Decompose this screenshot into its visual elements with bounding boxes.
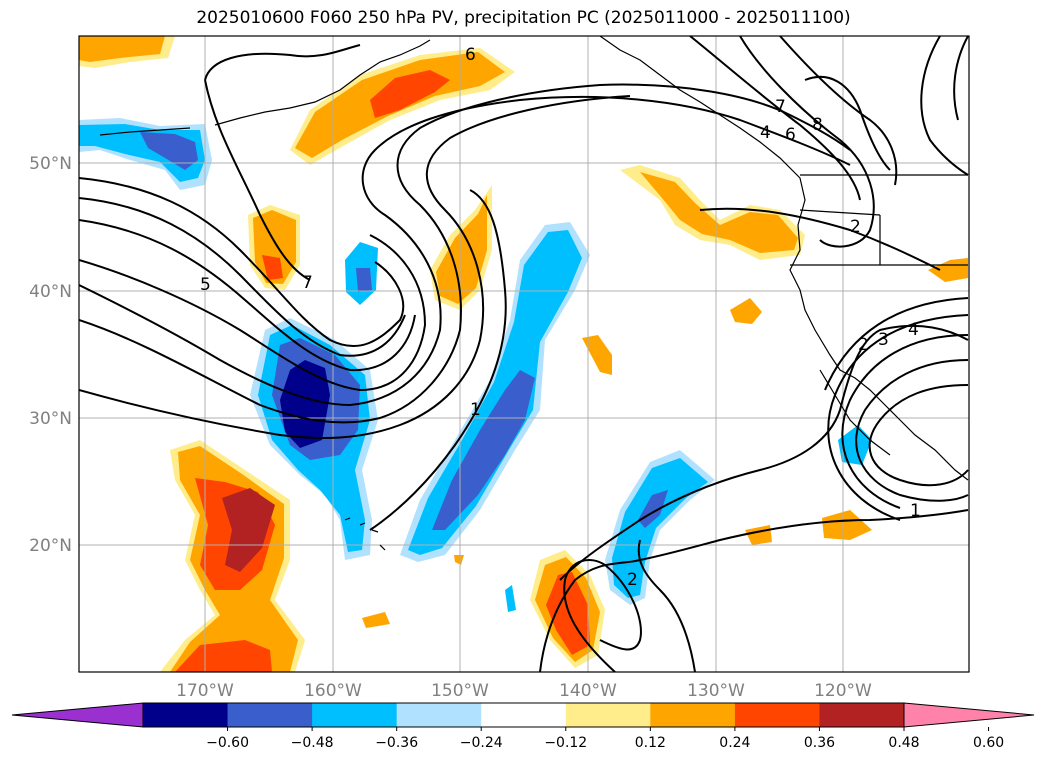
colorbar-outline (142, 702, 905, 728)
colorbar-extend-high (903, 702, 1035, 728)
contour-label: 7 (302, 273, 313, 293)
colorbar-tick-label: 0.24 (719, 735, 750, 751)
contour-label: 8 (812, 115, 823, 135)
colorbar-segment (396, 703, 482, 727)
contour-label: 7 (775, 97, 786, 117)
contour-label: 6 (785, 125, 796, 145)
lon-label: 170°W (176, 681, 234, 701)
contour-label: 2 (850, 217, 861, 237)
colorbar-tick-label: −0.60 (206, 735, 249, 751)
contour-label: 4 (908, 320, 919, 340)
colorbar-labels: −0.60 −0.48 −0.36 −0.24 −0.12 0.12 0.24 0.36 0.4… (206, 727, 1004, 751)
contour-label: 5 (200, 275, 211, 295)
lat-label: 40°N (29, 282, 72, 302)
contour-label: 4 (760, 123, 771, 143)
coastlines (99, 36, 969, 551)
map-title: 2025010600 F060 250 hPa PV, precipitatio… (196, 8, 851, 28)
lon-labels: 170°W 160°W 150°W 140°W 130°W 120°W (176, 681, 872, 701)
lon-label: 140°W (559, 681, 617, 701)
colorbar-segment (143, 703, 229, 727)
lat-labels: 50°N 40°N 30°N 20°N (29, 154, 72, 556)
contour-label: 1 (910, 501, 921, 521)
colorbar-segment (650, 703, 736, 727)
colorbar-extend-low (11, 702, 144, 728)
plot-frame (78, 35, 970, 673)
colorbar-tick-label: −0.36 (375, 735, 418, 751)
colorbar-segment (565, 703, 651, 727)
lon-label: 120°W (814, 681, 872, 701)
pv-contours (79, 36, 969, 672)
colorbar-segment (312, 703, 398, 727)
lon-label: 160°W (304, 681, 362, 701)
colorbar-segment (734, 703, 820, 727)
precip-anomaly-fills (79, 36, 968, 672)
lat-label: 50°N (29, 154, 72, 174)
lat-label: 30°N (29, 409, 72, 429)
contour-label: 3 (878, 330, 889, 350)
contour-label: 2 (627, 570, 638, 590)
contour-labels: 6 7 4 6 8 5 7 2 1 2 3 4 1 2 (200, 45, 921, 590)
colorbar-tick-label: 0.36 (804, 735, 835, 751)
colorbar-tick-label: 0.48 (888, 735, 919, 751)
contour-label: 1 (470, 400, 481, 420)
lon-label: 150°W (431, 681, 489, 701)
colorbar (11, 702, 1035, 728)
colorbar-tick-label: −0.48 (291, 735, 334, 751)
lon-label: 130°W (687, 681, 745, 701)
colorbar-segment (227, 703, 313, 727)
colorbar-tick-label: 0.60 (973, 735, 1004, 751)
contour-label: 6 (465, 45, 476, 65)
colorbar-segment (481, 703, 567, 727)
colorbar-tick-label: −0.12 (544, 735, 587, 751)
lat-label: 20°N (29, 536, 72, 556)
colorbar-segment (819, 703, 905, 727)
contour-label: 2 (858, 335, 869, 355)
colorbar-tick-label: −0.24 (460, 735, 503, 751)
colorbar-tick-label: 0.12 (635, 735, 666, 751)
